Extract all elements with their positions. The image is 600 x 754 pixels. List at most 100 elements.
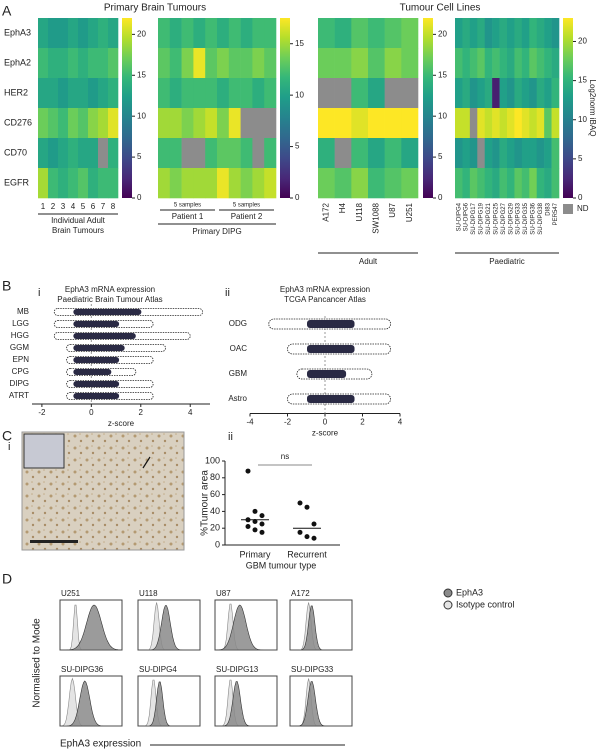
heat-cell xyxy=(169,138,182,169)
heat-cell xyxy=(193,78,206,109)
heat-cell xyxy=(507,78,515,109)
heat-cell xyxy=(551,108,560,139)
sub-label: ii xyxy=(228,431,233,443)
heat-cell xyxy=(469,78,478,109)
heat-cell xyxy=(68,48,79,79)
heat-cell xyxy=(252,78,265,109)
heat-cell xyxy=(205,78,218,109)
heat-cell xyxy=(514,138,523,169)
heat-cell xyxy=(351,168,369,199)
heat-cell xyxy=(108,48,119,79)
heat-cell xyxy=(108,138,119,169)
heat-cell xyxy=(544,138,552,169)
swarm-core xyxy=(73,357,120,363)
heat-cell xyxy=(334,18,352,49)
heat-cell xyxy=(193,108,206,139)
column-label: 7 xyxy=(101,202,106,211)
significance: ns xyxy=(281,452,289,461)
heat-cell xyxy=(181,168,194,199)
colorbar-title: Log2norm iBAQ xyxy=(588,80,597,137)
heat-cell xyxy=(368,18,385,49)
heat-cell xyxy=(58,168,69,199)
heat-cell xyxy=(551,18,560,49)
nd-cell xyxy=(98,138,109,169)
heat-cell xyxy=(264,138,277,169)
x-tick-label: -2 xyxy=(284,418,292,427)
heat-cell xyxy=(462,48,471,79)
row-label: CD276 xyxy=(4,117,32,127)
patient-label: Patient 1 xyxy=(172,212,204,221)
swarm-core xyxy=(307,345,355,353)
nd-label: ND xyxy=(577,204,589,213)
subgroup-label: 5 samples xyxy=(233,203,260,209)
heat-cell xyxy=(88,48,99,79)
heat-cell xyxy=(181,48,194,79)
heat-cell xyxy=(462,18,471,49)
heat-cell xyxy=(38,168,49,199)
y-tick-label: 100 xyxy=(205,455,220,465)
heat-cell xyxy=(499,18,508,49)
heat-cell xyxy=(334,48,352,79)
sub-label: i xyxy=(8,441,10,453)
histogram-title: U87 xyxy=(216,589,231,598)
heat-cell xyxy=(228,168,241,199)
y-tick-label: 20 xyxy=(210,523,220,533)
y-tick-label: 0 xyxy=(215,539,220,549)
colorbar-tick-label: 20 xyxy=(578,37,587,46)
caption: Individual Adult xyxy=(51,216,106,225)
x-axis-label: EphA3 expression xyxy=(60,739,141,750)
data-point xyxy=(252,508,258,514)
row-label: EGFR xyxy=(4,177,30,187)
heat-cell xyxy=(484,48,493,79)
heat-cell xyxy=(351,48,369,79)
heat-cell xyxy=(499,48,508,79)
heat-cell xyxy=(469,168,478,199)
colorbar-tick-label: 5 xyxy=(137,152,142,161)
heat-cell xyxy=(469,138,478,169)
heat-cell xyxy=(58,48,69,79)
subgroup-label: 5 samples xyxy=(174,203,201,209)
category-label: GBM xyxy=(229,369,248,378)
colorbar xyxy=(122,18,132,198)
swarm-core xyxy=(307,395,355,403)
heat-cell xyxy=(529,108,538,139)
heat-cell xyxy=(217,78,230,109)
colorbar-tick-label: 15 xyxy=(295,39,304,48)
heat-cell xyxy=(38,18,49,49)
epha3-curve xyxy=(138,681,200,727)
heat-cell xyxy=(228,18,241,49)
section-title: Primary Brain Tumours xyxy=(104,3,206,14)
heat-cell xyxy=(228,78,241,109)
arrow xyxy=(142,456,151,469)
heat-cell xyxy=(484,168,493,199)
heat-cell xyxy=(351,108,369,139)
heat-cell xyxy=(544,48,552,79)
colorbar-tick-label: 5 xyxy=(578,154,583,163)
category-label: EPN xyxy=(13,355,30,364)
heat-cell xyxy=(78,48,89,79)
colorbar-tick-label: 10 xyxy=(295,90,304,99)
epha3-curve xyxy=(60,680,122,727)
heat-cell xyxy=(169,48,182,79)
nd-swatch xyxy=(563,204,573,214)
caption: Paediatric xyxy=(489,257,525,266)
heat-cell xyxy=(58,18,69,49)
heat-cell xyxy=(455,138,463,169)
heat-cell xyxy=(217,18,230,49)
legend-swatch xyxy=(443,600,453,610)
heat-cell xyxy=(514,78,523,109)
heat-cell xyxy=(492,108,500,139)
heat-cell xyxy=(158,18,171,49)
column-label: DI83 xyxy=(545,202,551,215)
data-point xyxy=(297,500,303,506)
heat-cell xyxy=(98,78,109,109)
data-point xyxy=(245,468,251,474)
heat-cell xyxy=(240,138,253,169)
heat-cell xyxy=(351,138,369,169)
heat-cell xyxy=(507,168,515,199)
heat-cell xyxy=(469,48,478,79)
scale-bar xyxy=(30,540,78,543)
heat-cell xyxy=(58,108,69,139)
data-point xyxy=(304,534,310,540)
histogram-title: U118 xyxy=(139,589,158,598)
